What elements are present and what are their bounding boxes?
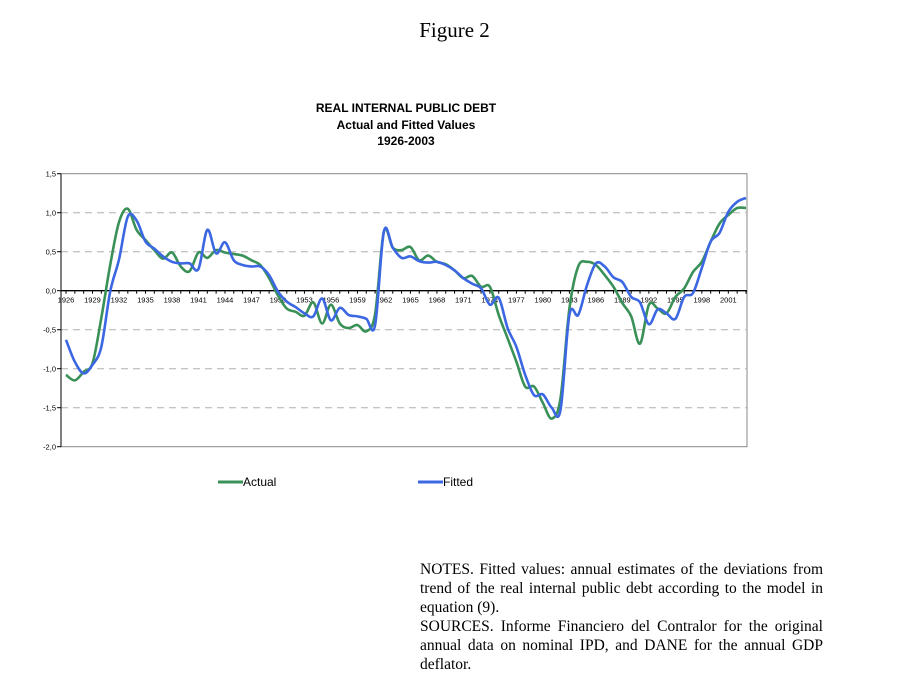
series-line-fitted: [64, 196, 747, 419]
legend-label-actual: Actual: [243, 475, 276, 489]
legend-label-fitted: Fitted: [443, 475, 473, 489]
x-tick-label: 1998: [694, 296, 711, 305]
x-tick-label: 1956: [323, 296, 340, 305]
x-tick-label: 1959: [349, 296, 366, 305]
x-tick-label: 1932: [111, 296, 128, 305]
x-tick-label: 1977: [508, 296, 525, 305]
x-tick-label: 1950: [270, 296, 287, 305]
x-tick-label: 1941: [190, 296, 207, 305]
y-tick-label: 1,5: [46, 170, 56, 179]
x-tick-label: 1974: [482, 296, 499, 305]
x-tick-label: 1971: [455, 296, 472, 305]
x-tick-label: 1965: [402, 296, 419, 305]
x-tick-label: 1992: [641, 296, 658, 305]
chart-title: REAL INTERNAL PUBLIC DEBT: [315, 101, 497, 115]
y-tick-label: -1,5: [43, 404, 56, 413]
y-tick-label: 0,5: [46, 248, 56, 257]
x-tick-label: 1986: [588, 296, 605, 305]
y-tick-label: -0,5: [43, 326, 56, 335]
x-tick-label: 1935: [137, 296, 154, 305]
x-tick-label: 1947: [243, 296, 260, 305]
y-tick-label: 1,0: [46, 209, 56, 218]
x-tick-label: 1962: [376, 296, 393, 305]
x-tick-label: 1980: [535, 296, 552, 305]
chart-subtitle: Actual and Fitted Values: [336, 118, 476, 132]
y-tick-label: -1,0: [43, 365, 56, 374]
x-tick-label: 1953: [296, 296, 313, 305]
x-tick-label: 1989: [614, 296, 631, 305]
sources-text: SOURCES. Informe Financiero del Contralo…: [420, 618, 823, 673]
x-tick-label: 1926: [58, 296, 75, 305]
x-tick-label: 1929: [84, 296, 101, 305]
line-chart: 1,5 1,0 0,5 0,0 -0,5 -1,0 -1,5 -2,0 1926 1929 1932…: [43, 170, 748, 489]
x-tick-label: 2001: [720, 296, 737, 305]
notes-text: NOTES. Fitted values: annual estimates o…: [420, 561, 823, 616]
x-tick-label: 1995: [667, 296, 684, 305]
y-tick-label: 0,0: [46, 287, 56, 296]
x-tick-label: 1968: [429, 296, 446, 305]
x-tick-label: 1938: [164, 296, 181, 305]
figure-title: Figure 2: [419, 18, 490, 42]
notes: NOTES. Fitted values: annual estimates o…: [420, 560, 823, 674]
chart-period: 1926-2003: [377, 134, 435, 148]
series-line-actual: [65, 206, 747, 420]
x-tick-label: 1944: [217, 296, 234, 305]
y-tick-label: -2,0: [43, 443, 56, 452]
